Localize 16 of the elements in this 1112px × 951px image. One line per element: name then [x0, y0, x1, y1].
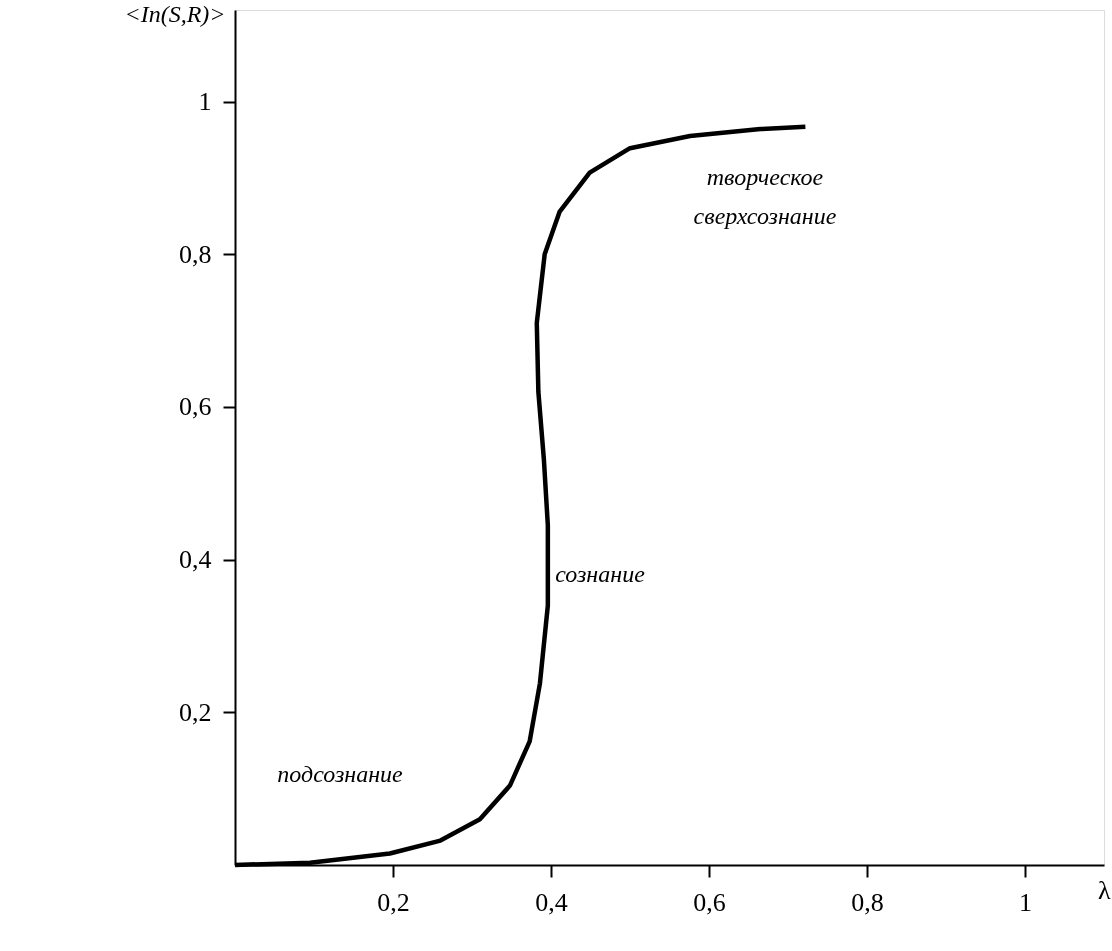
y-axis-title: <Iп(S,R)> — [124, 0, 226, 27]
y-tick-label: 0,2 — [179, 697, 212, 727]
y-tick-label: 0,6 — [179, 392, 212, 422]
x-tick-label: 1 — [1019, 887, 1032, 917]
y-tick-label: 1 — [198, 87, 212, 117]
y-tick-label: 0,8 — [179, 239, 212, 269]
annotation: подсознание — [277, 761, 404, 787]
x-tick-label: 0,6 — [693, 887, 726, 917]
annotation: сознание — [555, 561, 646, 587]
x-tick-label: 0,8 — [851, 887, 884, 917]
x-tick-label: 0,2 — [377, 887, 410, 917]
x-axis-title: λ — [1097, 875, 1111, 905]
y-tick-label: 0,4 — [179, 545, 212, 575]
annotation: творческое — [706, 164, 824, 190]
annotation: сверхсознание — [693, 203, 837, 229]
x-tick-label: 0,4 — [535, 887, 568, 917]
